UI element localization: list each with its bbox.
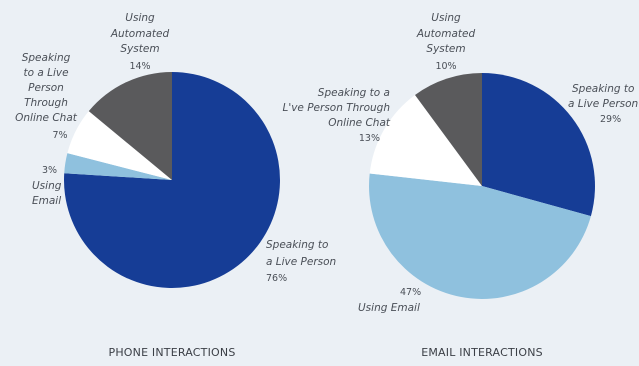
email-slice-online-chat [369,95,482,186]
value-label: 3% [42,165,57,176]
phone-slice-label-automated: Using Automated System 14% [110,12,170,72]
phone-slice-email [64,153,172,180]
label-line: Online Chat [328,117,391,129]
label-line: Person [28,82,64,94]
label-line: System [426,43,465,55]
label-line: a Live Person [266,256,336,268]
label-line: Online Chat [15,112,78,124]
email-slice-label-email: 47% Using Email [358,287,421,314]
label-line: Using [431,12,461,24]
phone-slice-automated-system [88,72,172,180]
phone-slice-live-person [63,72,280,288]
value-label: 10% [435,61,456,72]
label-line: a Live Person [568,98,638,110]
email-slice-label-live: Speaking to a Live Person 29% [568,83,638,125]
phone-pie [63,72,280,288]
label-line: Using Email [358,302,420,314]
email-slice-automated-system [415,72,482,186]
value-label: 47% [400,287,421,298]
label-line: Speaking to [572,83,634,95]
label-line: Through [24,97,68,109]
value-label: 29% [600,114,621,125]
value-label: 7% [52,130,67,141]
label-line: Speaking [22,52,71,64]
label-line: Email [32,195,61,207]
email-slice-label-automated: Using Automated System 10% [416,12,476,72]
value-label: 76% [266,273,287,284]
label-line: Automated [416,28,476,40]
email-slice-live-person [482,73,595,217]
email-slice-label-chat: Speaking to a L've Person Through Online… [282,87,390,144]
label-line: System [120,43,159,55]
email-chart-title: EMAIL INTERACTIONS [421,346,543,359]
value-label: 14% [129,61,150,72]
label-line: Speaking to [266,239,328,251]
phone-slice-label-live: Speaking to a Live Person 76% [266,239,336,284]
label-line: Using [32,180,62,192]
label-line: L've Person Through [282,102,390,114]
value-label: 13% [359,133,380,144]
label-line: Speaking to a [318,87,390,99]
phone-slice-label-email: 3% Using Email [32,165,62,207]
phone-chart-title: PHONE INTERACTIONS [108,346,235,359]
email-pie [369,72,595,299]
label-line: Automated [110,28,170,40]
phone-slice-label-chat: Speaking to a Live Person Through Online… [15,52,78,141]
email-slice-email [369,173,591,299]
label-line: to a Live [23,67,68,79]
phone-slice-online-chat [67,111,172,180]
label-line: Using [125,12,155,24]
